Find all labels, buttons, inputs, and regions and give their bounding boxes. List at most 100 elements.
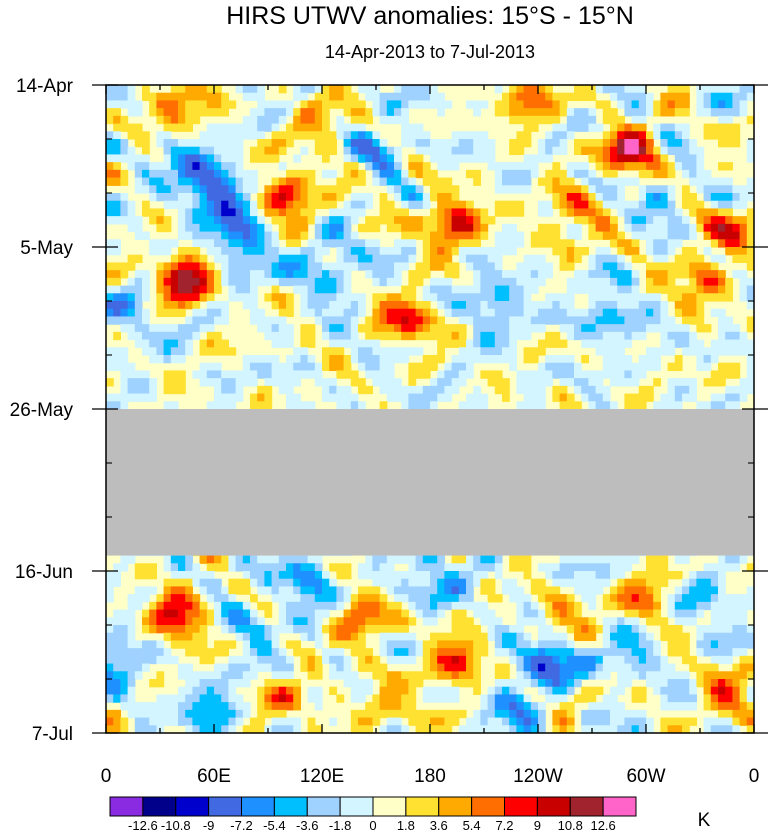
anomaly-cell: [120, 208, 129, 217]
anomaly-cell: [415, 185, 424, 194]
anomaly-cell: [552, 663, 561, 672]
anomaly-cell: [314, 277, 323, 287]
anomaly-cell: [631, 316, 640, 325]
anomaly-cell: [602, 262, 611, 271]
anomaly-cell: [127, 370, 136, 379]
anomaly-cell: [372, 601, 381, 611]
anomaly-cell: [214, 671, 222, 680]
anomaly-cell: [250, 578, 258, 588]
anomaly-cell: [538, 370, 546, 379]
anomaly-cell: [250, 231, 258, 240]
anomaly-cell: [682, 331, 690, 341]
anomaly-cell: [660, 625, 669, 634]
anomaly-cell: [120, 316, 129, 325]
anomaly-cell: [430, 216, 438, 225]
anomaly-cell: [329, 331, 337, 341]
anomaly-cell: [120, 632, 129, 642]
anomaly-cell: [127, 223, 136, 233]
anomaly-cell: [343, 131, 352, 140]
anomaly-cell: [113, 301, 121, 310]
anomaly-cell: [365, 239, 373, 248]
anomaly-cell: [278, 578, 287, 588]
anomaly-cell: [430, 393, 438, 402]
anomaly-cell: [530, 370, 539, 379]
anomaly-cell: [185, 640, 193, 649]
anomaly-cell: [689, 154, 697, 163]
anomaly-cell: [206, 563, 215, 572]
anomaly-cell: [710, 401, 719, 410]
anomaly-cell: [725, 632, 733, 642]
anomaly-cell: [329, 270, 337, 279]
anomaly-cell: [264, 123, 273, 132]
anomaly-cell: [127, 393, 136, 402]
anomaly-cell: [689, 594, 697, 603]
anomaly-cell: [718, 254, 726, 264]
anomaly-cell: [588, 393, 597, 402]
anomaly-cell: [653, 578, 661, 588]
anomaly-cell: [307, 594, 316, 603]
anomaly-cell: [559, 571, 568, 580]
anomaly-cell: [242, 370, 251, 379]
anomaly-cell: [350, 100, 359, 109]
anomaly-cell: [466, 208, 474, 217]
anomaly-cell: [322, 100, 330, 109]
anomaly-cell: [178, 277, 186, 287]
anomaly-cell: [444, 208, 453, 217]
anomaly-cell: [199, 85, 208, 94]
anomaly-cell: [602, 270, 611, 279]
anomaly-cell: [624, 601, 633, 611]
anomaly-cell: [523, 100, 532, 109]
anomaly-cell: [602, 355, 611, 364]
anomaly-cell: [696, 578, 705, 588]
anomaly-cell: [430, 586, 438, 595]
anomaly-cell: [480, 393, 489, 402]
anomaly-cell: [509, 293, 517, 302]
anomaly-cell: [242, 223, 251, 233]
anomaly-cell: [120, 216, 129, 225]
anomaly-cell: [466, 362, 474, 372]
anomaly-cell: [257, 200, 265, 210]
anomaly-cell: [221, 308, 229, 318]
anomaly-cell: [156, 617, 165, 626]
anomaly-cell: [444, 378, 453, 387]
anomaly-cell: [530, 231, 539, 240]
anomaly-cell: [278, 378, 287, 387]
anomaly-cell: [343, 293, 352, 302]
anomaly-cell: [401, 216, 409, 225]
anomaly-cell: [286, 216, 294, 225]
anomaly-cell: [192, 632, 201, 642]
anomaly-cell: [336, 655, 345, 665]
anomaly-cell: [538, 648, 546, 657]
anomaly-cell: [667, 162, 676, 171]
anomaly-cell: [617, 277, 625, 287]
anomaly-cell: [595, 193, 604, 202]
anomaly-cell: [480, 324, 489, 333]
anomaly-cell: [574, 277, 582, 287]
anomaly-cell: [696, 609, 705, 618]
anomaly-cell: [646, 262, 654, 271]
anomaly-cell: [372, 324, 381, 333]
anomaly-cell: [631, 393, 640, 402]
anomaly-cell: [379, 162, 388, 171]
anomaly-cell: [372, 362, 381, 372]
anomaly-cell: [451, 331, 460, 341]
anomaly-cell: [538, 563, 546, 572]
anomaly-cell: [235, 216, 244, 225]
anomaly-cell: [358, 563, 366, 572]
anomaly-cell: [106, 169, 114, 179]
anomaly-cell: [660, 270, 669, 279]
anomaly-cell: [221, 139, 229, 148]
anomaly-cell: [509, 347, 517, 356]
anomaly-cell: [329, 146, 337, 156]
anomaly-cell: [574, 169, 582, 179]
anomaly-cell: [559, 663, 568, 672]
anomaly-cell: [358, 262, 366, 271]
anomaly-cell: [394, 108, 402, 117]
anomaly-cell: [149, 108, 157, 117]
anomaly-cell: [718, 285, 726, 294]
anomaly-cell: [134, 671, 143, 680]
anomaly-cell: [624, 177, 633, 186]
anomaly-cell: [574, 578, 582, 588]
anomaly-cell: [415, 146, 424, 156]
anomaly-cell: [271, 663, 280, 672]
